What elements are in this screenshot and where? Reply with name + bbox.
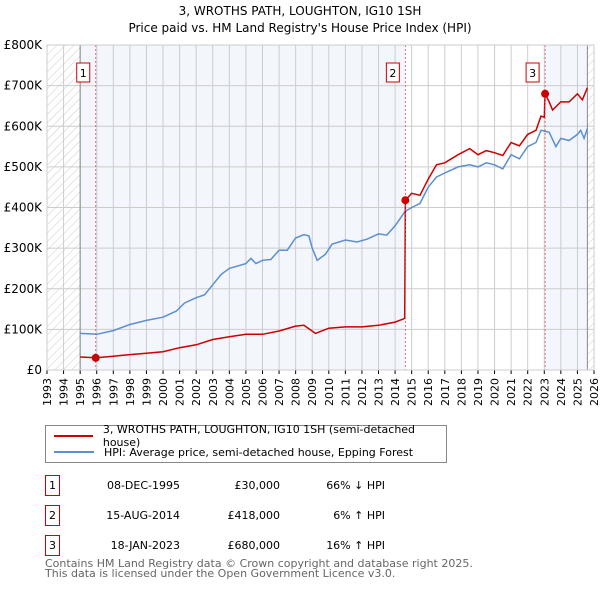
x-tick-label: 2019	[472, 378, 485, 406]
x-tick-label: 1993	[41, 378, 54, 406]
x-tick-label: 1996	[91, 378, 104, 406]
sale-label-box	[525, 62, 540, 83]
sale-label: 2	[389, 67, 396, 80]
x-tick-label: 2026	[588, 378, 600, 406]
sale-date: 15-AUG-2014	[106, 509, 180, 522]
sale-date: 08-DEC-1995	[106, 479, 180, 492]
sale-price: £680,000	[227, 539, 281, 552]
legend: 3, WROTHS PATH, LOUGHTON, IG10 1SH (semi…	[45, 423, 447, 463]
x-tick-label: 1997	[107, 378, 120, 406]
x-tick-label: 1994	[58, 378, 71, 406]
x-tick-label: 2008	[290, 378, 303, 406]
x-tick-label: 2022	[522, 378, 535, 406]
sale-row: 3 18-JAN-2023 £680,000 16% ↑ HPI	[45, 535, 465, 557]
y-tick-label: £700K	[4, 79, 44, 93]
x-tick-label: 2016	[422, 378, 435, 406]
chart-subtitle: Price paid vs. HM Land Registry's House …	[128, 21, 471, 35]
legend-item-hpi: HPI: Average price, semi-detached house,…	[54, 444, 413, 460]
x-tick-label: 2007	[273, 378, 286, 406]
x-tick-label: 1995	[74, 378, 87, 406]
sale-hpi-diff: 16% ↑ HPI	[326, 539, 385, 552]
sale-price: £418,000	[227, 509, 281, 522]
sale-point	[541, 89, 550, 98]
x-tick-label: 2013	[373, 378, 386, 406]
x-tick-label: 2020	[489, 378, 502, 406]
sale-point	[91, 353, 100, 362]
x-tick-label: 2017	[439, 378, 452, 406]
copyright-text: Contains HM Land Registry data © Crown c…	[45, 557, 473, 570]
legend-swatch	[54, 435, 93, 437]
sale-label: 3	[529, 67, 536, 80]
x-tick-label: 2012	[356, 378, 369, 406]
sale-price: £30,000	[234, 479, 281, 492]
sale-hpi-diff: 66% ↓ HPI	[326, 479, 385, 492]
y-tick-label: £200K	[4, 282, 44, 296]
sale-row: 2 15-AUG-2014 £418,000 6% ↑ HPI	[45, 505, 465, 527]
x-tick-label: 2001	[174, 378, 187, 406]
x-tick-label: 2000	[157, 378, 170, 406]
legend-label: HPI: Average price, semi-detached house,…	[104, 445, 414, 459]
x-tick-label: 2014	[389, 378, 402, 406]
sale-hpi-diff: 6% ↑ HPI	[333, 509, 385, 522]
x-tick-label: 2021	[505, 378, 518, 406]
x-tick-label: 2009	[306, 378, 319, 406]
sale-number-box: 3	[45, 535, 60, 556]
y-tick-label: £600K	[4, 119, 44, 133]
x-tick-label: 2024	[555, 378, 568, 406]
x-tick-label: 2015	[406, 378, 419, 406]
licence-text: This data is licensed under the Open Gov…	[45, 567, 396, 580]
sale-number-box: 1	[45, 475, 60, 496]
x-tick-label: 2010	[323, 378, 336, 406]
legend-item-property: 3, WROTHS PATH, LOUGHTON, IG10 1SH (semi…	[54, 423, 446, 449]
x-tick-label: 1998	[124, 378, 137, 406]
y-tick-label: £500K	[4, 160, 44, 174]
legend-swatch	[54, 451, 94, 453]
price-chart: 3, WROTHS PATH, LOUGHTON, IG10 1SH Price…	[4, 4, 600, 406]
x-tick-label: 2025	[571, 378, 584, 406]
footer: Contains HM Land Registry data © Crown c…	[45, 557, 473, 580]
x-tick-label: 2018	[455, 378, 468, 406]
sale-number-box: 2	[45, 505, 60, 526]
x-tick-label: 2011	[339, 378, 352, 406]
x-tick-label: 2003	[207, 378, 220, 406]
y-tick-label: £400K	[4, 201, 44, 215]
chart-title: 3, WROTHS PATH, LOUGHTON, IG10 1SH	[179, 4, 422, 18]
sale-label: 1	[80, 67, 87, 80]
y-tick-label: £800K	[4, 38, 44, 52]
hpi-line	[80, 128, 589, 336]
x-tick-label: 2005	[240, 378, 253, 406]
sale-point	[401, 196, 410, 205]
x-tick-label: 2004	[223, 378, 236, 406]
y-tick-label: £100K	[4, 322, 44, 336]
x-tick-label: 2006	[256, 378, 269, 406]
y-tick-label: £300K	[4, 241, 44, 255]
x-tick-label: 2002	[190, 378, 203, 406]
plot-border	[46, 44, 595, 371]
y-tick-label: £0	[27, 363, 42, 377]
property-price-line	[80, 87, 589, 359]
x-tick-label: 1999	[140, 378, 153, 406]
sale-label-box	[385, 62, 400, 83]
sale-label-box	[76, 62, 91, 83]
legend-label: 3, WROTHS PATH, LOUGHTON, IG10 1SH (semi…	[102, 423, 416, 449]
sale-date: 18-JAN-2023	[110, 539, 180, 552]
x-tick-label: 2023	[538, 378, 551, 406]
sale-row: 1 08-DEC-1995 £30,000 66% ↓ HPI	[45, 475, 465, 497]
